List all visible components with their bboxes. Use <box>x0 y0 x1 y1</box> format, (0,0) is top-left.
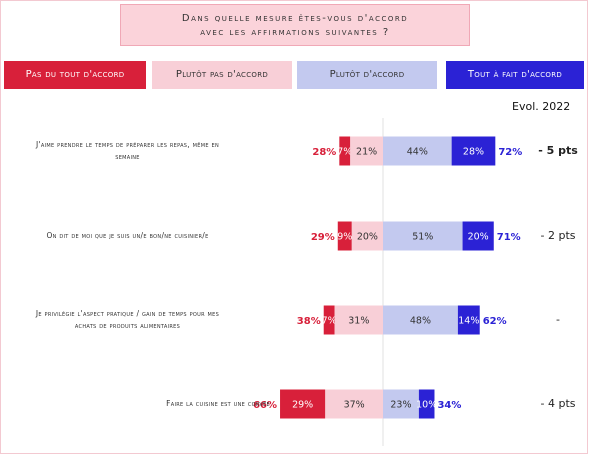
bar-value-label: 10% <box>416 400 437 411</box>
category-label-line: achats de produits alimentaires <box>74 321 181 330</box>
category-label: On dit de moi que je suis un/e bon/ne cu… <box>0 230 255 242</box>
chart-title-line-1: Dans quelle mesure êtes-vous d'accord <box>181 13 409 24</box>
legend-label: Pas du tout d'accord <box>25 69 125 80</box>
bar-value-label: 37% <box>344 400 365 411</box>
bar-segment <box>383 389 419 419</box>
bar-segment <box>457 305 480 335</box>
bar-segment <box>339 136 351 166</box>
bar-segment <box>334 305 383 335</box>
positive-total-label: 72% <box>498 147 522 158</box>
legend-plutot-pas: Plutôt pas d'accord <box>152 61 292 89</box>
legend-plutot: Plutôt d'accord <box>297 61 437 89</box>
bar-segment <box>418 389 435 419</box>
bar-value-label: 44% <box>407 147 428 158</box>
category-label: Faire la cuisine est une corvée <box>0 398 270 410</box>
bar-value-label: 28% <box>463 147 484 158</box>
positive-total-label: 71% <box>497 232 521 243</box>
bar-segment <box>383 136 452 166</box>
legend-label: Plutôt d'accord <box>329 69 405 80</box>
bar-value-label: 23% <box>390 400 411 411</box>
bar-segment <box>325 389 383 419</box>
bar-value-label: 31% <box>348 316 369 327</box>
evolution-value: - <box>556 313 560 326</box>
bar-segment <box>323 305 335 335</box>
bar-value-label: 9% <box>337 232 352 243</box>
bar-value-label: 20% <box>468 232 489 243</box>
category-label: Je privilégie l'aspect pratique / gain d… <box>0 308 255 332</box>
bar-value-label: 51% <box>412 232 433 243</box>
negative-total-label: 38% <box>297 316 321 327</box>
bar-segment <box>337 221 352 251</box>
negative-total-label: 66% <box>253 400 277 411</box>
bar-segment <box>462 221 494 251</box>
negative-total-label: 28% <box>312 147 336 158</box>
bar-value-label: 21% <box>356 147 377 158</box>
bar-segment <box>383 221 463 251</box>
category-label-line: Faire la cuisine est une corvée <box>166 399 270 408</box>
evolution-value: - 2 pts <box>540 229 576 242</box>
legend-label: Tout à fait d'accord <box>467 69 563 80</box>
bar-value-label: 7% <box>337 147 352 158</box>
bar-value-label: 14% <box>458 316 479 327</box>
bar-segment <box>451 136 496 166</box>
bar-segment <box>383 305 458 335</box>
evol-header: Evol. 2022 <box>512 100 571 113</box>
bar-segment <box>280 389 326 419</box>
chart-title: Dans quelle mesure êtes-vous d'accord av… <box>120 4 470 46</box>
bar-value-label: 48% <box>410 316 431 327</box>
legend-pas-du-tout: Pas du tout d'accord <box>4 61 146 89</box>
evolution-value: - 4 pts <box>540 397 576 410</box>
evolution-value: - 5 pts <box>538 144 578 157</box>
category-label-line: Je privilégie l'aspect pratique / gain d… <box>35 309 220 318</box>
positive-total-label: 62% <box>483 316 507 327</box>
positive-total-label: 34% <box>437 400 461 411</box>
legend-label: Plutôt pas d'accord <box>175 69 269 80</box>
bar-value-label: 20% <box>357 232 378 243</box>
negative-total-label: 29% <box>311 232 335 243</box>
bar-value-label: 29% <box>292 400 313 411</box>
category-label-line: J'aime prendre le temps de préparer les … <box>36 140 219 149</box>
bar-value-label: 7% <box>322 316 337 327</box>
category-label-line: semaine <box>115 152 140 161</box>
chart-title-line-2: avec les affirmations suivantes ? <box>200 27 390 38</box>
bar-segment <box>350 136 383 166</box>
bar-segment <box>351 221 383 251</box>
category-label: J'aime prendre le temps de préparer les … <box>0 139 255 163</box>
category-label-line: On dit de moi que je suis un/e bon/ne cu… <box>46 231 209 240</box>
legend-tout-a-fait: Tout à fait d'accord <box>446 61 584 89</box>
